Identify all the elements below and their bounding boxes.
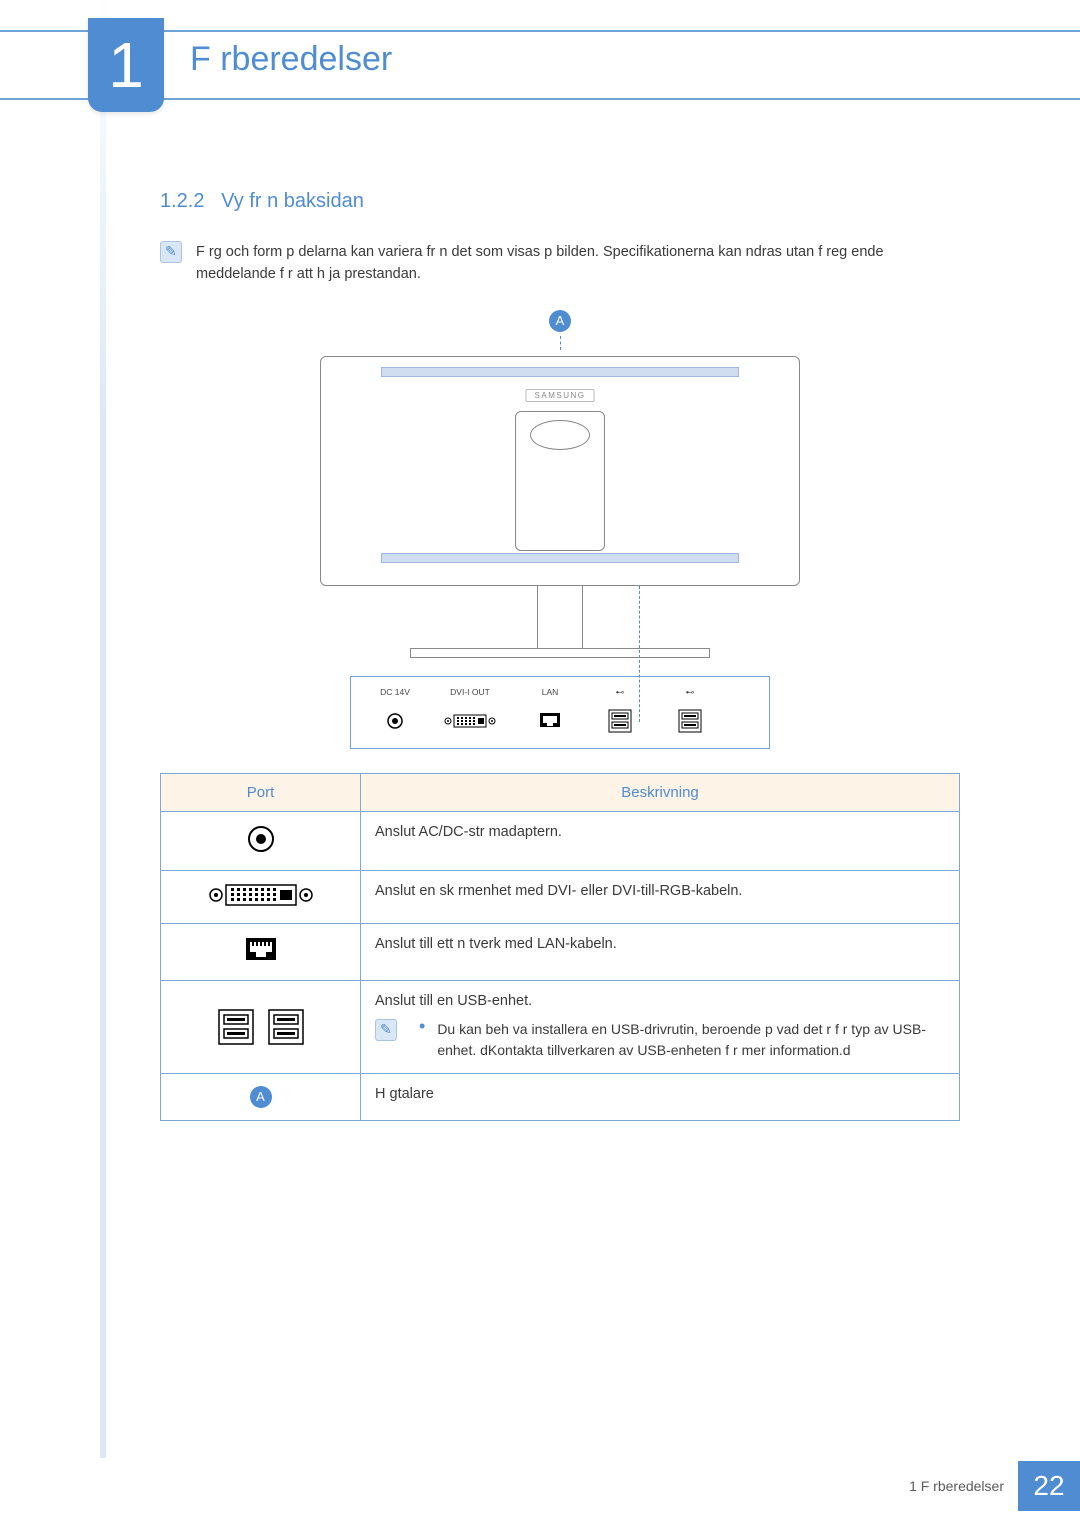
ports-table: Port Beskrivning Anslut AC/DC-str madapt… — [160, 773, 960, 1121]
row-icon-usb — [161, 980, 361, 1073]
chapter-number-badge: 1 — [88, 18, 164, 112]
usb-port-icon-1 — [585, 708, 655, 734]
brand-label: SAMSUNG — [526, 389, 595, 402]
bottom-strip — [381, 553, 739, 563]
row-desc: Anslut till ett n tverk med LAN-kabeln. — [361, 923, 960, 980]
row-desc: H gtalare — [361, 1073, 960, 1120]
th-port: Port — [161, 773, 361, 811]
section-title: Vy fr n baksidan — [221, 190, 364, 212]
note-text: F rg och form p delarna kan variera fr n… — [196, 241, 960, 286]
rear-view-diagram: A SAMSUNG DC 14V DVI-I OUT — [320, 310, 800, 749]
th-desc: Beskrivning — [361, 773, 960, 811]
port-labels-row: DC 14V DVI-I OUT LAN ⊷ ⊷ — [365, 687, 755, 698]
stand-neck — [537, 586, 583, 648]
section-heading: 1.2.2 Vy fr n baksidan — [160, 190, 960, 213]
monitor-outline: SAMSUNG — [320, 356, 800, 586]
port-label-usb1: ⊷ — [585, 687, 655, 698]
row-desc: Anslut en sk rmenhet med DVI- eller DVI-… — [361, 870, 960, 923]
port-icons-row — [365, 708, 755, 734]
callout-a-badge: A — [549, 310, 571, 332]
row-desc: Anslut till en USB-enhet. • Du kan beh v… — [361, 980, 960, 1073]
note-block: F rg och form p delarna kan variera fr n… — [160, 241, 960, 286]
row-icon-dc — [161, 811, 361, 870]
dvi-port-icon — [425, 713, 515, 729]
table-row: Anslut till en USB-enhet. • Du kan beh v… — [161, 980, 960, 1073]
bullet-icon: • — [419, 1019, 425, 1033]
note-icon — [160, 241, 182, 263]
side-stripe — [100, 0, 106, 1458]
usb-port-icon-2 — [655, 708, 725, 734]
footer: 1 F rberedelser 22 — [0, 1461, 1080, 1511]
section-number: 1.2.2 — [160, 190, 204, 212]
usb-note-text: Du kan beh va installera en USB-drivruti… — [437, 1019, 945, 1061]
mount-disc — [530, 420, 590, 450]
lan-port-icon — [515, 712, 585, 730]
callout-dash-line — [639, 586, 640, 722]
callout-a-line — [560, 336, 561, 350]
row-desc: Anslut AC/DC-str madaptern. — [361, 811, 960, 870]
port-label-dvi: DVI-I OUT — [425, 687, 515, 698]
usb-desc-text: Anslut till en USB-enhet. — [375, 993, 532, 1009]
stand-base — [410, 648, 710, 658]
table-row: A H gtalare — [161, 1073, 960, 1120]
row-icon-speaker: A — [161, 1073, 361, 1120]
footer-page-number: 22 — [1018, 1461, 1080, 1511]
usb-note-block: • Du kan beh va installera en USB-drivru… — [375, 1019, 945, 1061]
footer-text: 1 F rberedelser — [909, 1478, 1004, 1494]
content-area: 1.2.2 Vy fr n baksidan F rg och form p d… — [160, 190, 960, 1121]
table-row: Anslut en sk rmenhet med DVI- eller DVI-… — [161, 870, 960, 923]
stand-mount — [515, 411, 605, 551]
row-icon-dvi — [161, 870, 361, 923]
table-row: Anslut AC/DC-str madaptern. — [161, 811, 960, 870]
chapter-title: F rberedelser — [190, 40, 392, 79]
speaker-bar-top — [381, 367, 739, 377]
note-icon — [375, 1019, 397, 1041]
diagram-wrapper: A SAMSUNG DC 14V DVI-I OUT — [160, 310, 960, 749]
port-label-usb2: ⊷ — [655, 687, 725, 698]
dc-port-icon — [365, 712, 425, 730]
callout-a-icon: A — [250, 1086, 272, 1108]
port-panel: DC 14V DVI-I OUT LAN ⊷ ⊷ — [350, 676, 770, 749]
row-icon-lan — [161, 923, 361, 980]
table-row: Anslut till ett n tverk med LAN-kabeln. — [161, 923, 960, 980]
port-label-dc: DC 14V — [365, 687, 425, 698]
port-label-lan: LAN — [515, 687, 585, 698]
